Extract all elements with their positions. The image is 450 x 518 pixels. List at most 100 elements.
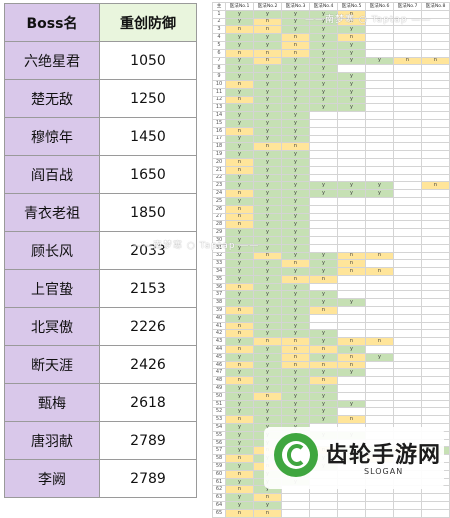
sheet-cell [393, 508, 422, 518]
sheet-cell: y [253, 40, 282, 50]
sheet-cell: y [225, 337, 254, 347]
sheet-row: 51 y y y y y [212, 399, 450, 409]
sheet-cell [393, 290, 422, 300]
sheet-cell: n [253, 25, 282, 35]
sheet-cell [393, 72, 422, 81]
sheet-cell [365, 290, 394, 300]
sheet-cell [393, 313, 422, 323]
sheet-row-number: 64 [212, 501, 226, 510]
sheet-cell [421, 134, 450, 144]
sheet-cell [393, 360, 422, 370]
sheet-row: 64 y y [212, 501, 450, 510]
sheet-cell: n [253, 391, 282, 401]
sheet-row: 22 y y y [212, 173, 450, 183]
sheet-cell: y [281, 243, 310, 253]
sheet-cell [421, 173, 450, 183]
sheet-cell: y [253, 360, 282, 370]
sheet-cell: y [225, 259, 254, 269]
sheet-cell: y [225, 438, 254, 448]
sheet-cell: y [309, 298, 338, 308]
sheet-cell [337, 142, 366, 152]
sheet-cell [393, 157, 422, 167]
sheet-cell: n [253, 251, 282, 261]
sheet-row-number: 28 [212, 220, 226, 230]
sheet-cell: y [225, 274, 254, 284]
sheet-cell: n [393, 56, 422, 66]
sheet-row-number: 56 [212, 438, 226, 448]
sheet-cell [393, 95, 422, 105]
sheet-cell: n [225, 376, 254, 386]
defense-value-cell: 1250 [99, 79, 197, 118]
sheet-cell: y [337, 40, 366, 50]
boss-name-cell: 六绝星君 [4, 41, 100, 80]
sheet-cell [337, 118, 366, 128]
sheet-cell [337, 306, 366, 315]
sheet-cell [365, 360, 394, 370]
boss-name-cell: 断天涯 [4, 345, 100, 384]
sheet-cell: n [337, 267, 366, 276]
sheet-row: 46 n y n n n [212, 360, 450, 370]
sheet-cell [421, 282, 450, 292]
sheet-cell: y [253, 376, 282, 386]
sheet-cell: y [281, 228, 310, 237]
sheet-cell [393, 142, 422, 152]
sheet-row-number: 50 [212, 391, 226, 401]
sheet-cell [393, 150, 422, 159]
sheet-cell: y [225, 407, 254, 417]
sheet-column-header: 医法No.8 [421, 2, 450, 11]
sheet-cell: n [225, 306, 254, 315]
sheet-cell: n [225, 360, 254, 370]
sheet-cell: y [225, 17, 254, 27]
sheet-cell [421, 376, 450, 386]
sheet-cell [421, 391, 450, 401]
sheet-cell [421, 259, 450, 269]
sheet-cell [281, 508, 310, 518]
sheet-cell: n [281, 360, 310, 370]
sheet-cell: y [281, 196, 310, 206]
sheet-cell [365, 384, 394, 393]
sheet-cell [309, 282, 338, 292]
sheet-cell: y [253, 407, 282, 417]
defense-header: 重创防御 [99, 3, 197, 42]
sheet-cell: y [309, 259, 338, 269]
defense-value-cell: 2153 [99, 269, 197, 308]
sheet-cell: y [225, 477, 254, 487]
boss-name-header: Boss名 [4, 3, 100, 42]
sheet-cell: y [225, 40, 254, 50]
sheet-column-header: 医法No.7 [393, 2, 422, 11]
sheet-cell [337, 235, 366, 245]
sheet-cell [393, 48, 422, 58]
sheet-cell: n [309, 376, 338, 386]
sheet-cell: y [225, 391, 254, 401]
sheet-cell: y [337, 189, 366, 198]
sheet-cell [421, 329, 450, 339]
sheet-cell: y [253, 212, 282, 222]
sheet-cell [337, 126, 366, 136]
sheet-cell [393, 345, 422, 354]
sheet-cell [421, 337, 450, 347]
sheet-cell [309, 220, 338, 230]
sheet-row: 12 n y y y y [212, 95, 450, 105]
sheet-cell [421, 352, 450, 362]
watermark-middle: ——南梦寒 ○ Taptap —— [133, 241, 260, 251]
sheet-cell [421, 196, 450, 206]
sheet-cell [393, 87, 422, 97]
sheet-cell [393, 243, 422, 253]
boss-row: 楚无敌 1250 [4, 79, 197, 118]
sheet-cell: n [309, 360, 338, 370]
sheet-cell: y [253, 181, 282, 191]
sheet-cell: n [253, 493, 282, 502]
sheet-cell [421, 298, 450, 308]
sheet-cell: y [253, 79, 282, 89]
defense-value-cell: 1850 [99, 193, 197, 232]
sheet-cell [421, 220, 450, 230]
sheet-cell: y [337, 56, 366, 66]
sheet-cell: n [421, 56, 450, 66]
sheet-cell: n [225, 48, 254, 58]
sheet-cell: y [225, 399, 254, 409]
sheet-cell [421, 508, 450, 518]
sheet-row-number: 8 [212, 64, 226, 74]
sheet-row: 65 n n [212, 508, 450, 518]
sheet-cell [309, 243, 338, 253]
sheet-cell [393, 391, 422, 401]
